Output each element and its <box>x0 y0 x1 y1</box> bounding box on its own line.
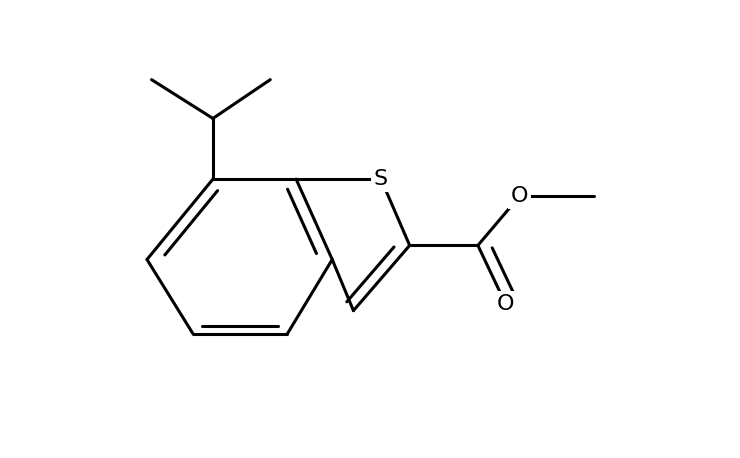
Text: S: S <box>374 169 388 189</box>
Text: O: O <box>497 294 514 314</box>
Text: O: O <box>511 186 528 206</box>
